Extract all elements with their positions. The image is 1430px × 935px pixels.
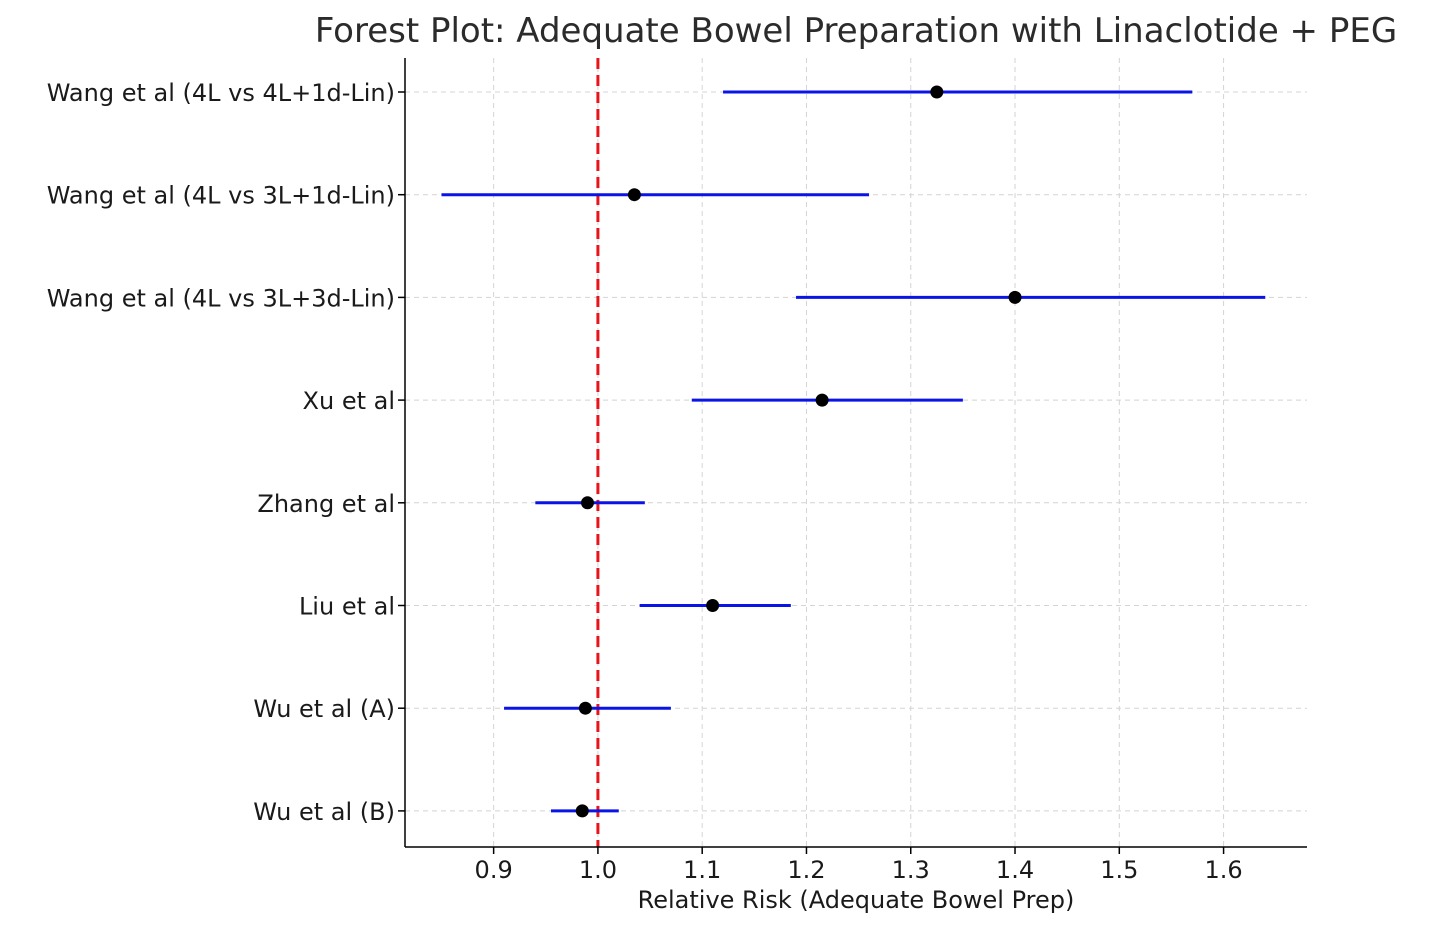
estimate-point-0 bbox=[930, 85, 944, 99]
estimate-point-1 bbox=[627, 188, 641, 202]
x-tick-label-3: 1.2 bbox=[787, 856, 825, 884]
study-label-4: Zhang et al bbox=[257, 490, 395, 518]
study-label-1: Wang et al (4L vs 3L+1d-Lin) bbox=[47, 182, 395, 210]
grid-lines bbox=[405, 58, 1307, 847]
x-tick-label-6: 1.5 bbox=[1100, 856, 1138, 884]
estimate-point-3 bbox=[815, 393, 829, 407]
x-axis-label: Relative Risk (Adequate Bowel Prep) bbox=[638, 886, 1075, 914]
x-tick-label-7: 1.6 bbox=[1204, 856, 1242, 884]
x-tick-label-5: 1.4 bbox=[996, 856, 1034, 884]
study-label-3: Xu et al bbox=[303, 387, 395, 415]
tick-labels: 0.9 1.0 1.1 1.2 1.3 1.4 1.5 1.6 Wang et al (4L v… bbox=[47, 79, 1243, 884]
chart-title: Forest Plot: Adequate Bowel Preparation … bbox=[315, 11, 1397, 51]
study-label-7: Wu et al (B) bbox=[253, 798, 395, 826]
study-label-0: Wang et al (4L vs 4L+1d-Lin) bbox=[47, 79, 395, 107]
study-label-6: Wu et al (A) bbox=[253, 695, 395, 723]
estimate-point-5 bbox=[706, 599, 720, 612]
estimate-point-4 bbox=[580, 496, 594, 510]
estimate-point-6 bbox=[578, 701, 592, 715]
x-tick-label-0: 0.9 bbox=[475, 856, 513, 884]
x-tick-label-2: 1.1 bbox=[683, 856, 721, 884]
study-label-2: Wang et al (4L vs 3L+3d-Lin) bbox=[47, 284, 395, 312]
estimate-point-7 bbox=[575, 804, 589, 818]
x-tick-label-4: 1.3 bbox=[892, 856, 930, 884]
x-tick-label-1: 1.0 bbox=[579, 856, 617, 884]
estimate-point-2 bbox=[1008, 290, 1022, 304]
axes bbox=[398, 58, 1307, 854]
study-label-5: Liu et al bbox=[299, 593, 395, 621]
data-marks bbox=[441, 85, 1266, 818]
